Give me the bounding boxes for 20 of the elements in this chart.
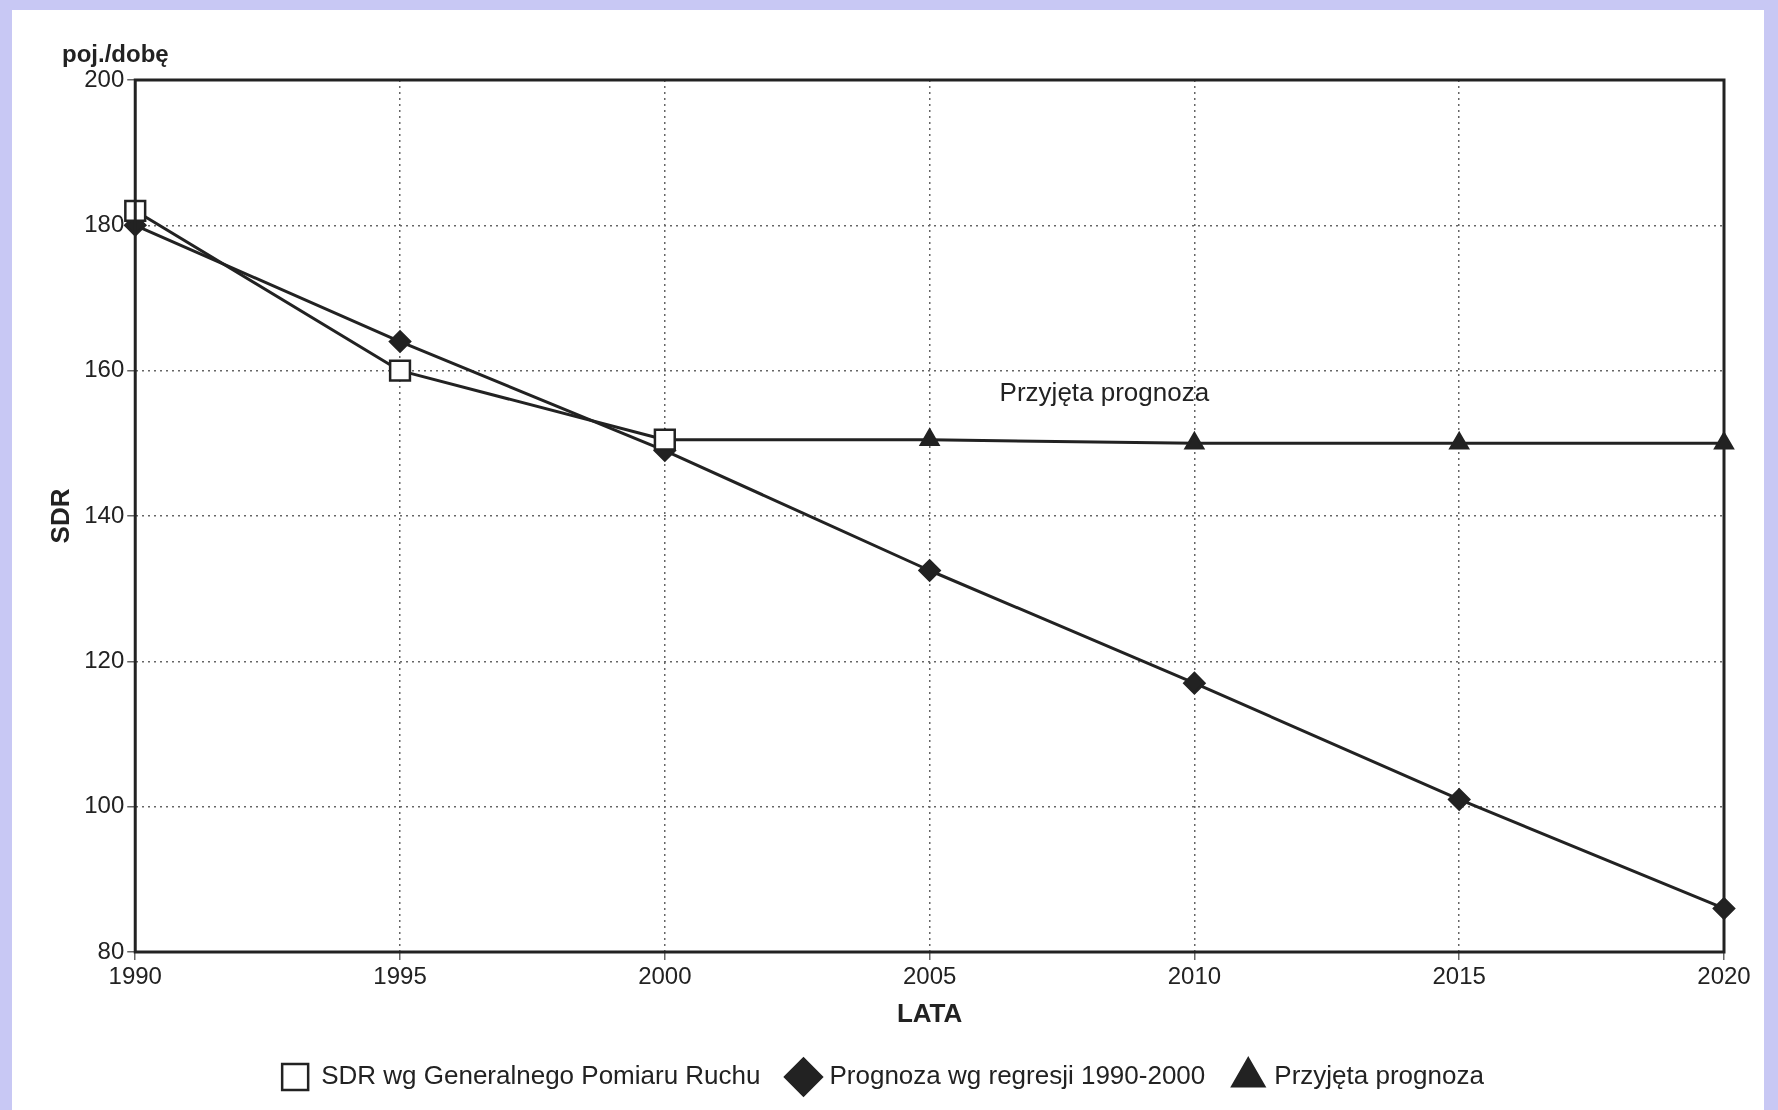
legend-label: SDR wg Generalnego Pomiaru Ruchu: [321, 1060, 761, 1091]
y-tick-label: 100: [84, 791, 125, 819]
x-axis-title: LATA: [896, 997, 963, 1028]
y-tick-label: 80: [97, 936, 125, 964]
x-tick-label: 2020: [1697, 962, 1751, 990]
x-tick-label: 2010: [1167, 962, 1222, 990]
y-tick-label: 120: [84, 645, 125, 673]
x-tick-label: 1990: [108, 962, 162, 990]
x-tick-label: 2000: [638, 962, 692, 990]
annotation: Przyjęta prognoza: [999, 377, 1210, 408]
x-tick-label: 1995: [373, 962, 427, 990]
legend-label: Prognoza wg regresji 1990-2000: [829, 1060, 1206, 1091]
x-tick-label: 2015: [1432, 962, 1486, 990]
text: poj./dobę: [62, 39, 169, 67]
y-axis-title: SDR: [44, 488, 75, 544]
y-tick-label: 140: [84, 500, 125, 528]
legend-label: Przyjęta prognoza: [1274, 1060, 1485, 1091]
y-tick-label: 160: [84, 355, 125, 383]
x-tick-label: 2005: [902, 962, 957, 990]
y-tick-label: 180: [84, 209, 125, 237]
